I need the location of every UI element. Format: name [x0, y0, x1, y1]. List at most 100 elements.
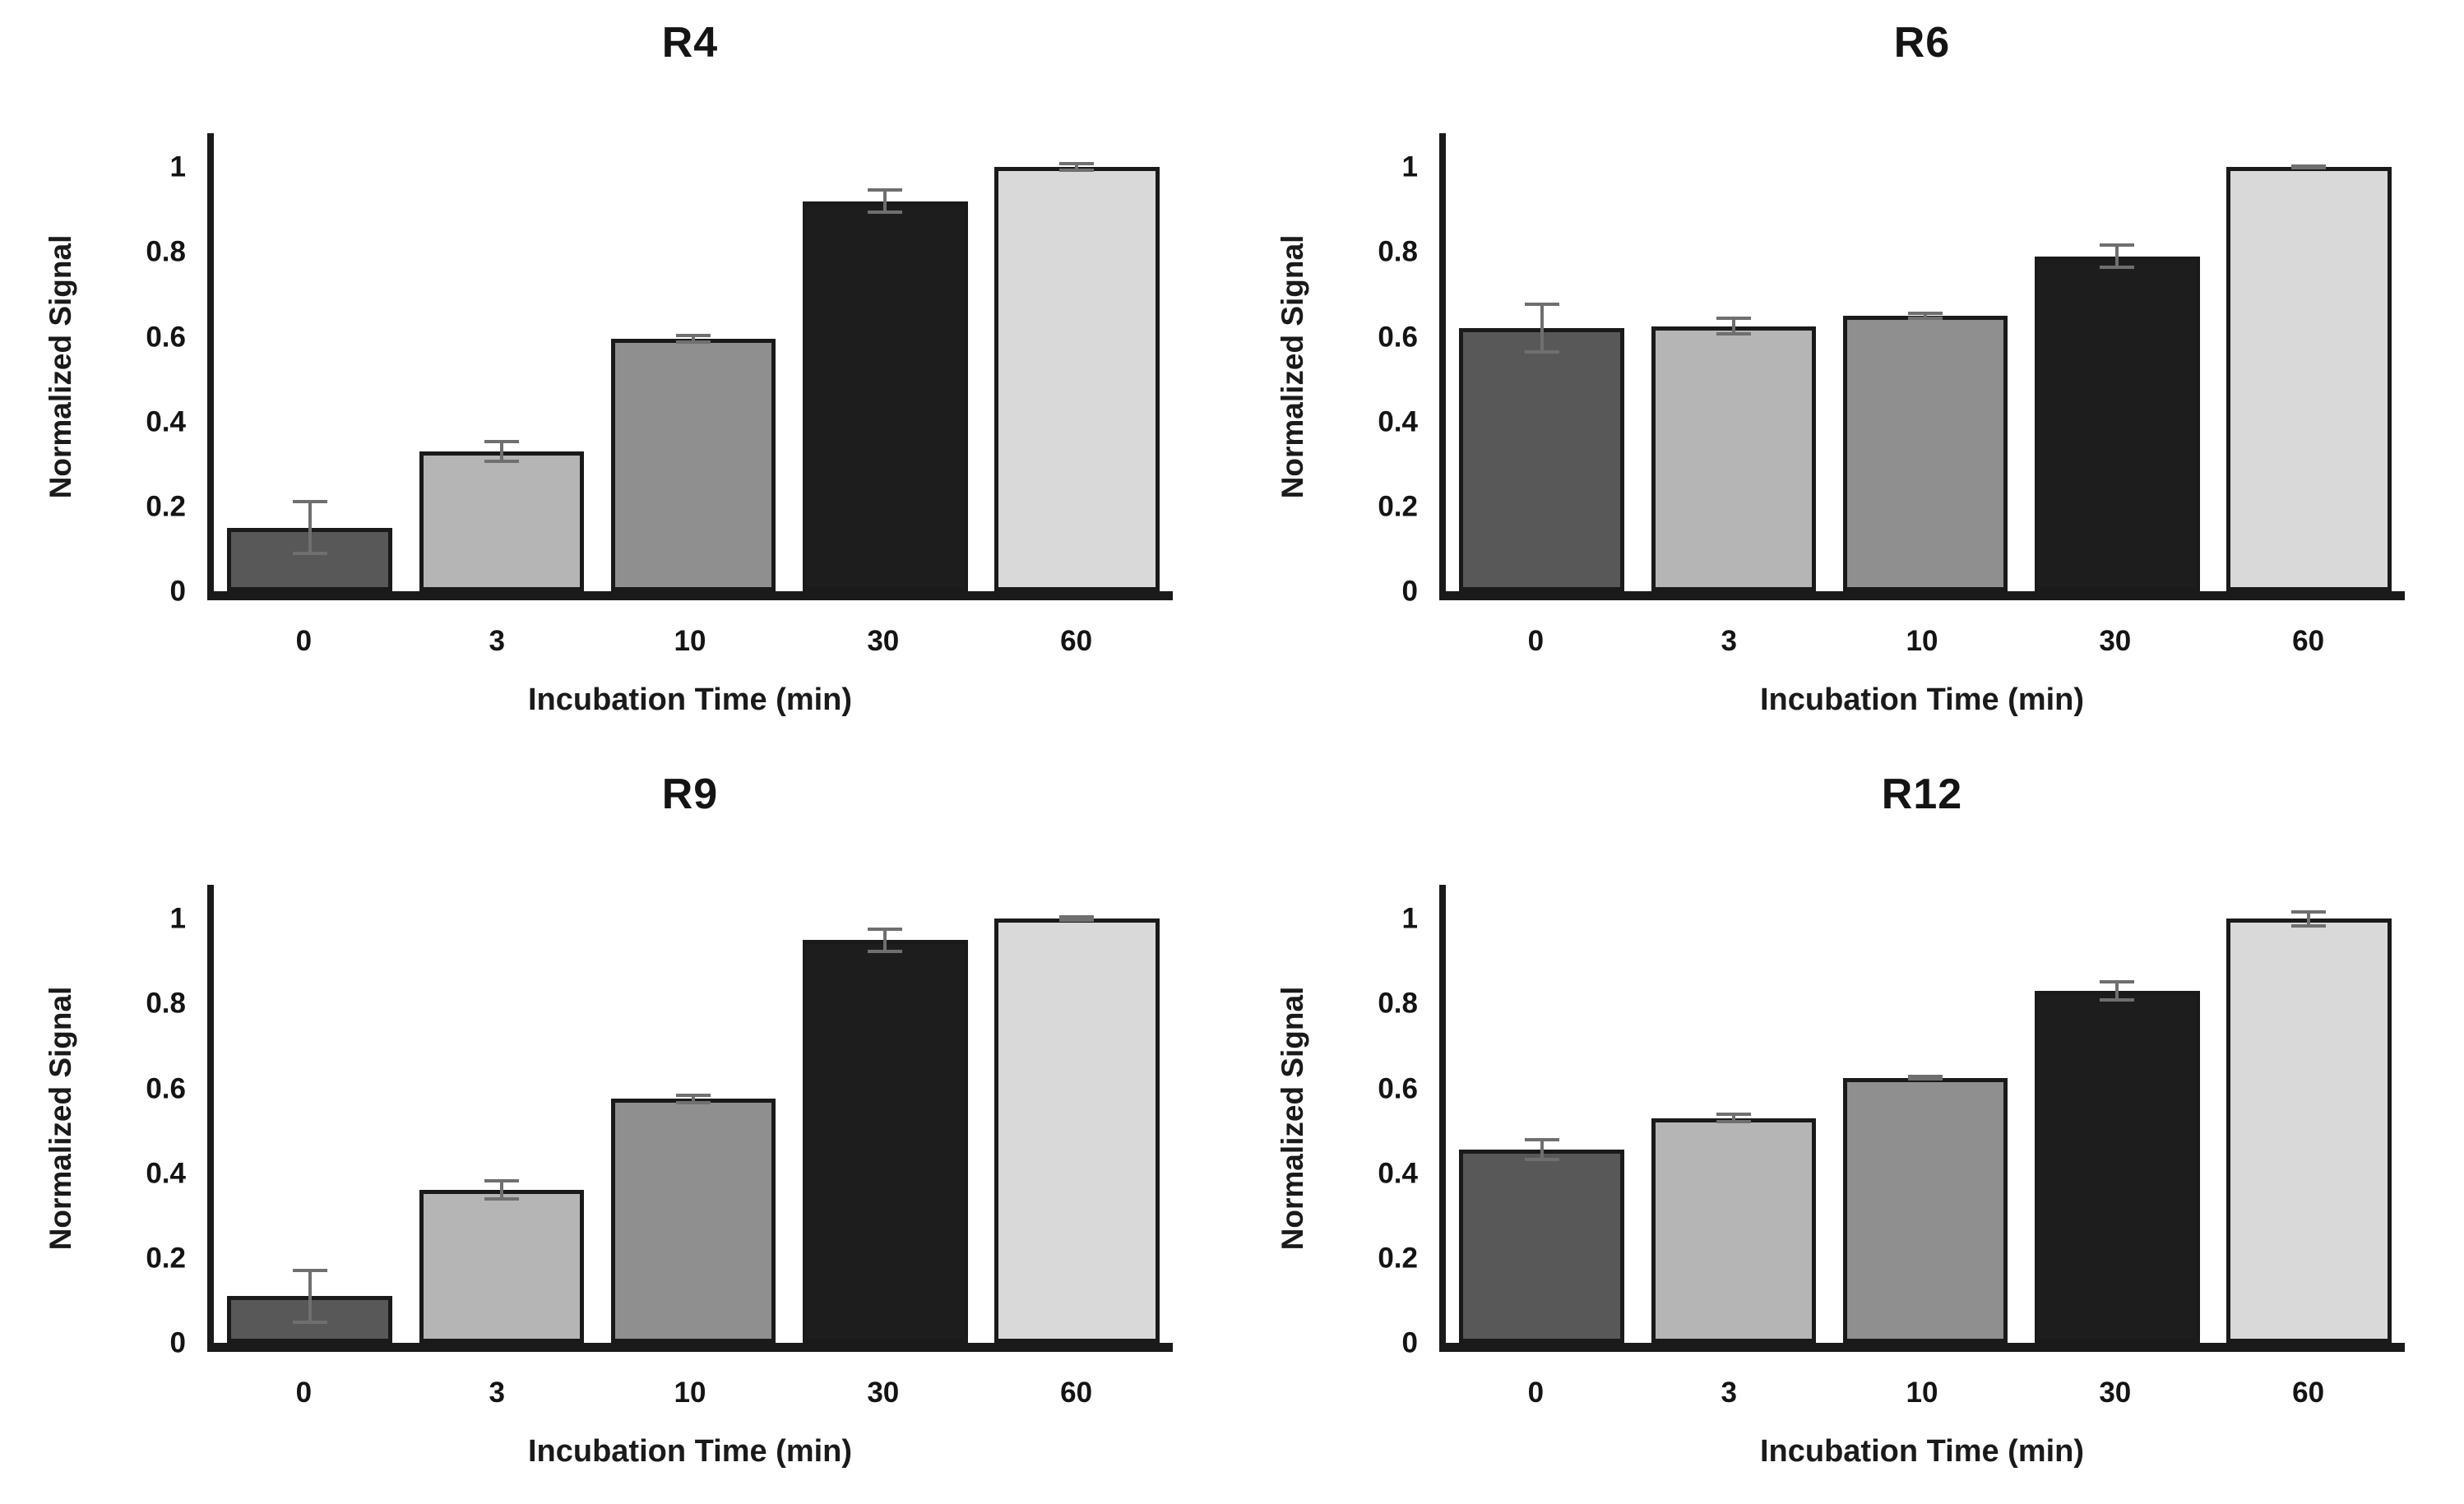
y-tick-label: 0: [169, 575, 186, 608]
y-tick-label: 1: [1401, 150, 1418, 183]
y-tick-label: 0.2: [1378, 490, 1418, 523]
x-axis-label: Incubation Time (min): [527, 683, 853, 717]
x-tick-label: 10: [674, 1377, 706, 1409]
error-bar-cap-top: [1059, 915, 1095, 919]
error-bar-cap-bottom: [2100, 997, 2135, 1002]
error-bar: [1540, 303, 1544, 354]
x-tick-label: 60: [1060, 625, 1093, 657]
x-tick-label: 0: [1527, 625, 1545, 657]
y-tick-label: 1: [1401, 902, 1418, 935]
bar-10min: [1842, 1077, 2008, 1343]
bar-30min: [2034, 990, 2200, 1343]
error-bar: [1731, 1113, 1735, 1123]
plot-area: Normalized Signal 0 0.2 0.4 0.6 0.8 1 0 3 10 30 6…: [1276, 133, 2405, 717]
bar-3min: [419, 451, 585, 591]
y-tick-label: 0.4: [146, 1157, 186, 1190]
x-tick-label: 0: [295, 625, 313, 657]
y-tick-label: 0: [169, 1326, 186, 1359]
y-tick-labels: 0 0.2 0.4 0.6 0.8 1: [146, 133, 1173, 606]
bar-slot: [597, 885, 789, 1343]
error-bar: [1731, 317, 1735, 336]
error-bar-cap-bottom: [2291, 923, 2327, 928]
error-bar-cap-bottom: [1716, 1119, 1751, 1123]
y-tick-label: 0: [1401, 575, 1418, 608]
y-tick-label: 0.8: [146, 987, 186, 1020]
chart-r6: R6 Normalized Signal 0 0.2 0.4 0.6 0.8 1 0 3 10…: [1232, 0, 2464, 752]
bar-slot: [2022, 885, 2213, 1343]
y-tick-label: 1: [169, 150, 186, 183]
chart-title: R12: [1881, 771, 1963, 818]
y-axis-label: Normalized Signal: [1276, 986, 1309, 1251]
bar-slot: [1637, 885, 1829, 1343]
bar-10min: [1842, 315, 2008, 591]
y-tick-labels: 0 0.2 0.4 0.6 0.8 1: [1378, 133, 2405, 606]
error-bar: [1924, 311, 1927, 320]
error-bar-cap-top: [868, 927, 903, 931]
x-tick-label: 3: [489, 1377, 505, 1409]
error-bar: [308, 1268, 312, 1324]
y-tick-label: 0.8: [1378, 987, 1418, 1020]
error-bar-cap-top: [676, 1094, 711, 1098]
error-bar: [2115, 980, 2119, 1002]
bar-30min: [2034, 256, 2200, 591]
bar-0min: [1459, 1150, 1624, 1343]
y-axis-label: Normalized Signal: [44, 986, 77, 1251]
x-tick-labels: 0 3 10 30 60: [207, 625, 1173, 658]
plot-area: Normalized Signal 0 0.2 0.4 0.6 0.8 1 0 3 10 30 6…: [1276, 885, 2405, 1469]
error-bar-cap-bottom: [676, 340, 711, 345]
error-bar-cap-top: [484, 1179, 519, 1183]
error-bar-cap-bottom: [484, 1197, 519, 1201]
x-tick-label: 10: [1906, 1377, 1938, 1409]
error-bar-cap-top: [1908, 311, 1943, 315]
chart-title: R9: [661, 771, 719, 818]
chart-r4: R4 Normalized Signal 0 0.2 0.4 0.6 0.8 1 0 3 10…: [0, 0, 1232, 752]
bar-10min: [610, 339, 776, 591]
bar-0min: [1459, 328, 1624, 591]
bar-slot: [790, 133, 981, 591]
bar-slot: [1829, 133, 2021, 591]
error-bar-cap-top: [1059, 162, 1095, 166]
error-bar-cap-bottom: [1908, 1077, 1943, 1081]
error-bar: [883, 927, 887, 953]
x-axis-label: Incubation Time (min): [527, 1434, 853, 1469]
bar-slot: [2022, 133, 2213, 591]
x-tick-label: 0: [1527, 1377, 1545, 1409]
error-bar-cap-top: [484, 439, 519, 443]
error-bar-cap-bottom: [1059, 919, 1095, 923]
error-bar-cap-top: [292, 500, 327, 504]
x-tick-labels: 0 3 10 30 60: [1439, 625, 2405, 658]
x-tick-label: 60: [2292, 1377, 2325, 1409]
x-axis-label: Incubation Time (min): [1759, 1434, 2085, 1469]
bar-slot: [214, 133, 405, 591]
bar-slot: [1446, 885, 1637, 1343]
bar-30min: [802, 201, 968, 591]
error-bar: [1540, 1138, 1544, 1162]
error-bar: [1075, 915, 1079, 923]
error-bar-cap-top: [1524, 1138, 1559, 1142]
error-bar-cap-top: [676, 333, 711, 337]
error-bar: [499, 439, 503, 463]
plot-frame: [1439, 885, 2405, 1352]
y-tick-labels: 0 0.2 0.4 0.6 0.8 1: [1378, 885, 2405, 1358]
x-tick-labels: 0 3 10 30 60: [207, 1377, 1173, 1409]
error-bar-cap-top: [2291, 164, 2327, 169]
x-tick-label: 60: [1060, 1377, 1093, 1409]
bars-container: [1446, 885, 2405, 1343]
x-tick-label: 30: [2099, 1377, 2132, 1409]
error-bar-cap-bottom: [868, 211, 903, 214]
error-bar: [692, 1094, 695, 1104]
error-bar-cap-top: [292, 1268, 327, 1272]
x-tick-labels: 0 3 10 30 60: [1439, 1377, 2405, 1409]
y-tick-label: 0.2: [146, 490, 186, 523]
bar-slot: [1446, 133, 1637, 591]
plot-area: Normalized Signal 0 0.2 0.4 0.6 0.8 1 0 3 10 30 6…: [44, 885, 1173, 1469]
error-bar: [2307, 909, 2311, 928]
bar-slot: [214, 885, 405, 1343]
bar-slot: [981, 133, 1173, 591]
error-bar-cap-top: [1908, 1075, 1943, 1079]
error-bar: [692, 333, 695, 345]
bar-slot: [2213, 885, 2405, 1343]
bar-slot: [1829, 885, 2021, 1343]
x-tick-label: 3: [1721, 625, 1737, 657]
